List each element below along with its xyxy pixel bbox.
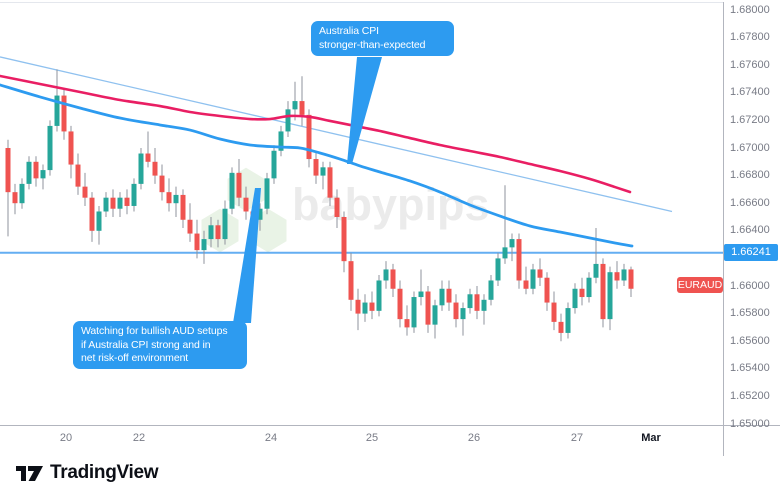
tradingview-logo[interactable]: TradingView: [16, 461, 159, 485]
price-axis-label: 1.67200: [730, 113, 770, 126]
tradingview-logo-icon: [16, 465, 43, 481]
moving-average-blue: [0, 83, 634, 248]
descending-trendline[interactable]: [0, 56, 673, 213]
time-axis-label: 25: [365, 432, 379, 444]
price-chart[interactable]: [0, 0, 723, 425]
price-axis-label: 1.66400: [730, 224, 770, 237]
price-axis-label: 1.65000: [730, 417, 770, 430]
price-axis-label: 1.66800: [730, 169, 770, 182]
price-axis-label: 1.68000: [730, 3, 770, 16]
time-axis-label: Mar: [641, 432, 661, 444]
price-axis-label: 1.67400: [730, 86, 770, 99]
price-axis-label: 1.65600: [730, 334, 770, 347]
cpi-callout-pointer: [347, 57, 382, 164]
cpi-annotation-box[interactable]: Australia CPI stronger-than-expected: [311, 21, 454, 56]
time-axis-label: 27: [570, 432, 584, 444]
price-axis[interactable]: 1.68000 1.67800 1.67600 1.67400 1.67200 1.670…: [724, 0, 780, 430]
time-axis-label: 20: [59, 432, 73, 444]
price-axis-label: 1.65200: [730, 389, 770, 402]
time-axis-label: 26: [467, 432, 481, 444]
chart-pane[interactable]: babypips Australia CPI stronger-than-exp…: [0, 0, 723, 425]
moving-average-pink: [0, 74, 632, 194]
price-axis-label: 1.67600: [730, 58, 770, 71]
price-axis-label: 1.66000: [730, 279, 770, 292]
setup-callout-pointer: [233, 188, 261, 323]
setup-annotation-box[interactable]: Watching for bullish AUD setups if Austr…: [73, 321, 247, 369]
price-axis-label: 1.65400: [730, 362, 770, 375]
axis-separator-horizontal: [0, 425, 780, 426]
price-axis-label: 1.65800: [730, 307, 770, 320]
time-axis-label: 24: [264, 432, 278, 444]
price-axis-label: 1.67000: [730, 141, 770, 154]
chart-top-border: [0, 2, 723, 3]
time-axis[interactable]: 20 22 24 25 26 27 Mar: [0, 426, 780, 456]
callout-pointers: [233, 57, 382, 323]
price-axis-label: 1.67800: [730, 31, 770, 44]
candlesticks: [5, 69, 634, 342]
axis-separator-vertical: [723, 2, 724, 456]
tradingview-logo-text: TradingView: [50, 462, 159, 483]
price-axis-label: 1.66600: [730, 196, 770, 209]
current-price-label[interactable]: 1.66241: [724, 244, 778, 262]
symbol-price-label: EURAUD: [677, 277, 723, 293]
time-axis-label: 22: [132, 432, 146, 444]
